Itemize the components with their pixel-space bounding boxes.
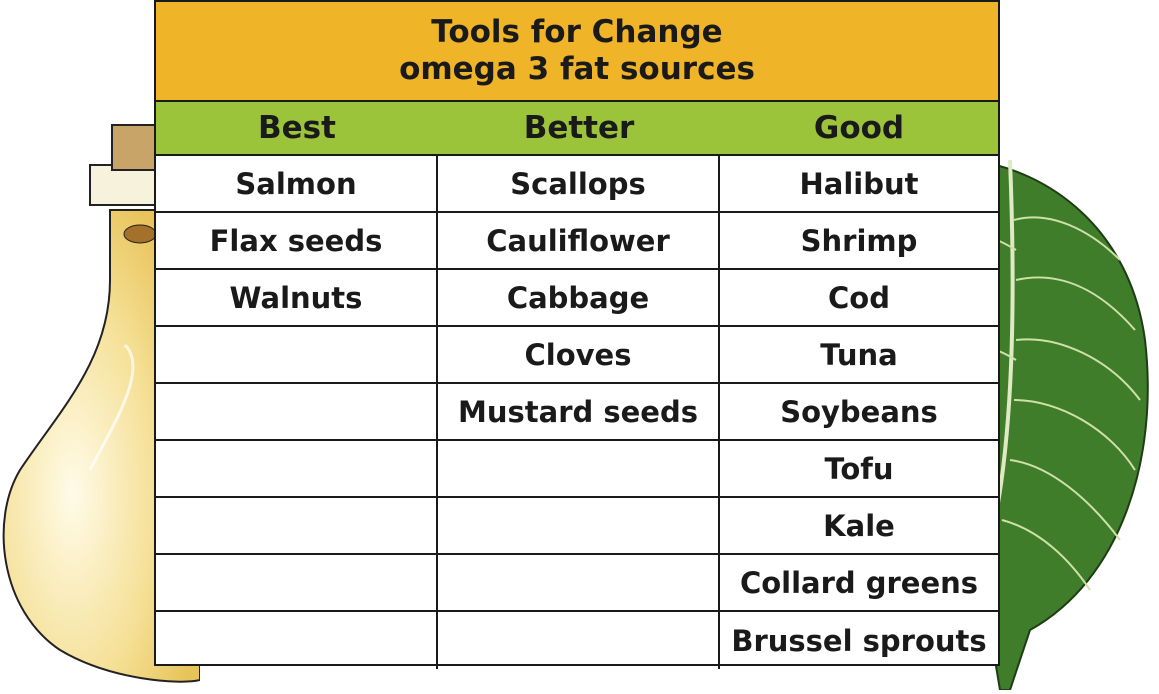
table-cell: Flax seeds <box>156 213 438 270</box>
table-cell <box>156 555 438 612</box>
table-cell <box>438 498 720 555</box>
table-cell <box>156 384 438 441</box>
table-cell: Shrimp <box>720 213 998 270</box>
table-title: Tools for Change omega 3 fat sources <box>156 2 998 102</box>
column-header-better: Better <box>523 110 635 146</box>
table-cell: Scallops <box>438 156 720 213</box>
column-header-best: Best <box>258 110 336 146</box>
table-cell: Mustard seeds <box>438 384 720 441</box>
column-header-good: Good <box>813 110 905 146</box>
title-line-1: Tools for Change <box>431 14 723 50</box>
table-cell: Brussel sprouts <box>731 623 987 658</box>
table-cell <box>438 612 720 669</box>
table-cell <box>156 327 438 384</box>
table-cell: Walnuts <box>156 270 438 327</box>
table-cell <box>438 555 720 612</box>
table-cell: Cabbage <box>438 270 720 327</box>
table-cell: Collard greens <box>720 555 998 612</box>
table-cell: Tofu <box>720 441 998 498</box>
table-cell <box>438 441 720 498</box>
table-cell <box>156 441 438 498</box>
title-line-2: omega 3 fat sources <box>399 51 755 87</box>
table-cell: Cauliflower <box>438 213 720 270</box>
table-cell: Tuna <box>720 327 998 384</box>
table-cell: Halibut <box>720 156 998 213</box>
table-cell <box>156 498 438 555</box>
table-cell: Cloves <box>438 327 720 384</box>
table-cell: Cod <box>720 270 998 327</box>
table-cell: Kale <box>720 498 998 555</box>
column-headers: Best Better Good <box>156 102 998 156</box>
table-body: Salmon Scallops Halibut Flax seeds Cauli… <box>156 156 998 669</box>
table-cell <box>156 612 438 669</box>
table-cell: Salmon <box>156 156 438 213</box>
table-cell: Soybeans <box>720 384 998 441</box>
omega3-table-card: Tools for Change omega 3 fat sources Bes… <box>154 0 1000 669</box>
